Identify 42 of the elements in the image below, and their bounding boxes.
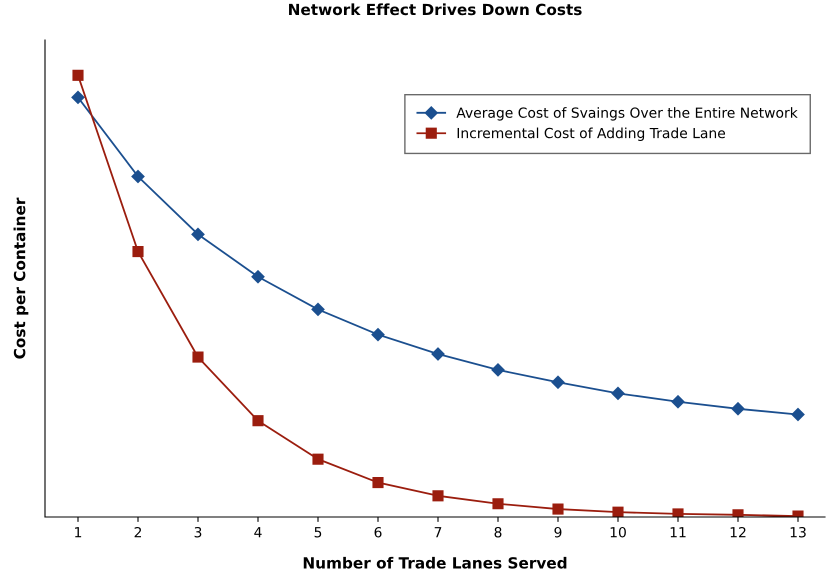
- x-tick-label: 2: [134, 526, 142, 538]
- y-axis-title: Cost per Container: [14, 198, 28, 359]
- point: [492, 498, 504, 510]
- point: [612, 506, 624, 517]
- point: [191, 228, 205, 241]
- x-tick-label: 3: [194, 526, 202, 538]
- x-tick-label: 8: [494, 526, 502, 538]
- point: [791, 408, 805, 422]
- x-tick-label: 11: [670, 527, 686, 538]
- point: [552, 503, 564, 515]
- x-tick-label: 13: [790, 526, 806, 538]
- point: [672, 508, 684, 517]
- x-tick-label: 12: [730, 526, 746, 538]
- point: [491, 363, 505, 377]
- x-axis-title: Number of Trade Lanes Served: [304, 556, 566, 569]
- point: [311, 302, 325, 316]
- point: [671, 395, 685, 408]
- point: [252, 415, 264, 426]
- point: [372, 476, 384, 488]
- point: [131, 170, 145, 184]
- point: [192, 352, 204, 363]
- legend-label: Average Cost of Svaings Over the Entire Network: [456, 107, 798, 121]
- chart-title: Network Effect Drives Down Costs: [289, 3, 582, 16]
- x-tick-label: 5: [314, 527, 322, 538]
- x-tick-label: 9: [554, 526, 562, 538]
- x-tick-label: 4: [254, 527, 262, 538]
- point: [611, 386, 625, 400]
- point: [432, 490, 444, 502]
- point: [251, 270, 265, 284]
- point: [132, 246, 144, 258]
- point: [551, 376, 565, 389]
- x-tick-label: 1: [75, 527, 82, 538]
- point: [431, 347, 445, 361]
- x-tick-label: 10: [610, 526, 626, 538]
- x-tick-label: 6: [374, 526, 382, 538]
- point: [72, 70, 84, 81]
- point: [71, 90, 85, 104]
- legend-label: Incremental Cost of Adding Trade Lane: [458, 128, 726, 141]
- x-tick-label: 7: [434, 527, 442, 538]
- point: [371, 328, 385, 342]
- point: [731, 402, 745, 416]
- point: [312, 454, 324, 465]
